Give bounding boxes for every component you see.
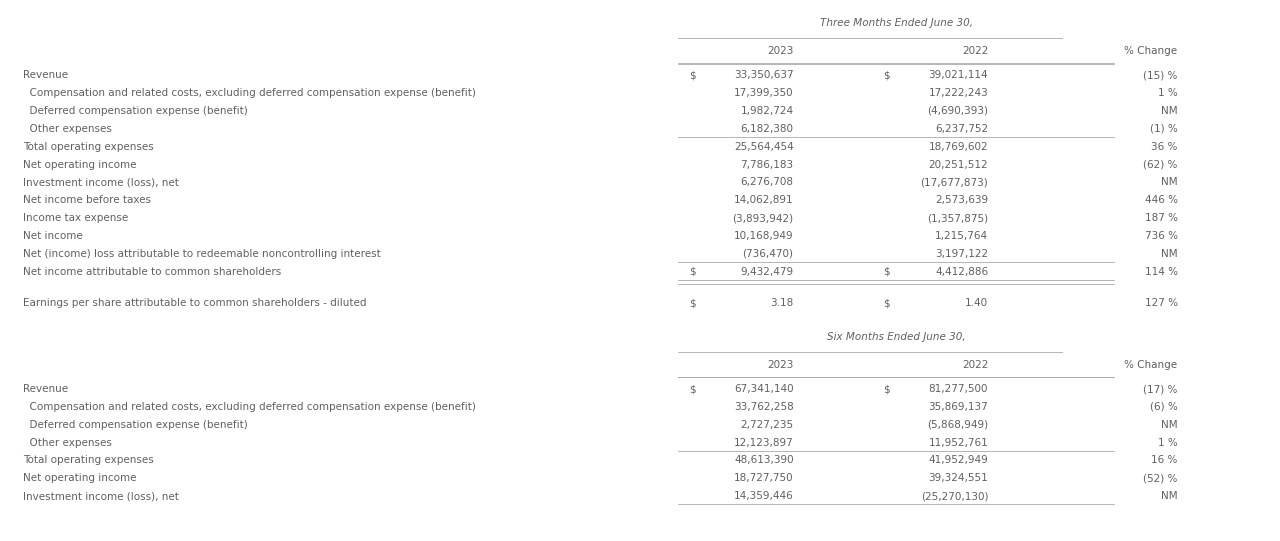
Text: (52) %: (52) % [1143,473,1178,483]
Text: $: $ [689,70,695,80]
Text: 35,869,137: 35,869,137 [928,402,988,412]
Text: (17,677,873): (17,677,873) [920,177,988,187]
Text: Net operating income: Net operating income [23,160,137,169]
Text: 2,573,639: 2,573,639 [934,195,988,205]
Text: Revenue: Revenue [23,384,68,394]
Text: 6,237,752: 6,237,752 [934,124,988,134]
Text: (736,470): (736,470) [742,249,794,259]
Text: (1) %: (1) % [1149,124,1178,134]
Text: 18,769,602: 18,769,602 [928,142,988,151]
Text: 6,182,380: 6,182,380 [741,124,794,134]
Text: 39,021,114: 39,021,114 [928,70,988,80]
Text: 1,215,764: 1,215,764 [934,231,988,241]
Text: Compensation and related costs, excluding deferred compensation expense (benefit: Compensation and related costs, excludin… [23,402,476,412]
Text: 4,412,886: 4,412,886 [934,267,988,276]
Text: Net operating income: Net operating income [23,473,137,483]
Text: 67,341,140: 67,341,140 [733,384,794,394]
Text: (4,690,393): (4,690,393) [927,106,988,116]
Text: 736 %: 736 % [1144,231,1178,241]
Text: 12,123,897: 12,123,897 [733,438,794,447]
Text: 25,564,454: 25,564,454 [733,142,794,151]
Text: (5,868,949): (5,868,949) [927,420,988,430]
Text: Net income: Net income [23,231,83,241]
Text: Other expenses: Other expenses [23,124,111,134]
Text: $: $ [689,267,695,276]
Text: Revenue: Revenue [23,70,68,80]
Text: 16 %: 16 % [1151,456,1178,465]
Text: 81,277,500: 81,277,500 [929,384,988,394]
Text: 14,062,891: 14,062,891 [733,195,794,205]
Text: 7,786,183: 7,786,183 [740,160,794,169]
Text: Other expenses: Other expenses [23,438,111,447]
Text: Income tax expense: Income tax expense [23,213,128,223]
Text: Net (income) loss attributable to redeemable noncontrolling interest: Net (income) loss attributable to redeem… [23,249,380,259]
Text: 1,982,724: 1,982,724 [740,106,794,116]
Text: 1 %: 1 % [1158,88,1178,98]
Text: Three Months Ended June 30,: Three Months Ended June 30, [819,18,973,28]
Text: 20,251,512: 20,251,512 [928,160,988,169]
Text: NM: NM [1161,177,1178,187]
Text: 14,359,446: 14,359,446 [733,491,794,501]
Text: 33,350,637: 33,350,637 [733,70,794,80]
Text: Earnings per share attributable to common shareholders - diluted: Earnings per share attributable to commo… [23,298,366,308]
Text: (17) %: (17) % [1143,384,1178,394]
Text: 41,952,949: 41,952,949 [928,456,988,465]
Text: Investment income (loss), net: Investment income (loss), net [23,491,179,501]
Text: 10,168,949: 10,168,949 [733,231,794,241]
Text: 6,276,708: 6,276,708 [741,177,794,187]
Text: NM: NM [1161,420,1178,430]
Text: Six Months Ended June 30,: Six Months Ended June 30, [827,332,965,341]
Text: 33,762,258: 33,762,258 [733,402,794,412]
Text: 2022: 2022 [961,360,988,370]
Text: (3,893,942): (3,893,942) [732,213,794,223]
Text: NM: NM [1161,249,1178,259]
Text: 11,952,761: 11,952,761 [928,438,988,447]
Text: Deferred compensation expense (benefit): Deferred compensation expense (benefit) [23,420,248,430]
Text: % Change: % Change [1124,360,1178,370]
Text: 3.18: 3.18 [771,298,794,308]
Text: 17,399,350: 17,399,350 [733,88,794,98]
Text: $: $ [689,384,695,394]
Text: 18,727,750: 18,727,750 [733,473,794,483]
Text: 446 %: 446 % [1144,195,1178,205]
Text: 2023: 2023 [767,360,794,370]
Text: (15) %: (15) % [1143,70,1178,80]
Text: 2022: 2022 [961,46,988,56]
Text: Net income before taxes: Net income before taxes [23,195,151,205]
Text: (1,357,875): (1,357,875) [927,213,988,223]
Text: 2023: 2023 [767,46,794,56]
Text: 48,613,390: 48,613,390 [733,456,794,465]
Text: Net income attributable to common shareholders: Net income attributable to common shareh… [23,267,282,276]
Text: Investment income (loss), net: Investment income (loss), net [23,177,179,187]
Text: NM: NM [1161,491,1178,501]
Text: NM: NM [1161,106,1178,116]
Text: Total operating expenses: Total operating expenses [23,142,154,151]
Text: (25,270,130): (25,270,130) [920,491,988,501]
Text: 187 %: 187 % [1144,213,1178,223]
Text: 3,197,122: 3,197,122 [934,249,988,259]
Text: Deferred compensation expense (benefit): Deferred compensation expense (benefit) [23,106,248,116]
Text: 1.40: 1.40 [965,298,988,308]
Text: 114 %: 114 % [1144,267,1178,276]
Text: % Change: % Change [1124,46,1178,56]
Text: 39,324,551: 39,324,551 [928,473,988,483]
Text: 9,432,479: 9,432,479 [740,267,794,276]
Text: (6) %: (6) % [1149,402,1178,412]
Text: $: $ [883,298,890,308]
Text: 36 %: 36 % [1151,142,1178,151]
Text: 127 %: 127 % [1144,298,1178,308]
Text: 17,222,243: 17,222,243 [928,88,988,98]
Text: $: $ [883,70,890,80]
Text: (62) %: (62) % [1143,160,1178,169]
Text: 1 %: 1 % [1158,438,1178,447]
Text: $: $ [883,267,890,276]
Text: 2,727,235: 2,727,235 [740,420,794,430]
Text: Total operating expenses: Total operating expenses [23,456,154,465]
Text: $: $ [689,298,695,308]
Text: $: $ [883,384,890,394]
Text: Compensation and related costs, excluding deferred compensation expense (benefit: Compensation and related costs, excludin… [23,88,476,98]
